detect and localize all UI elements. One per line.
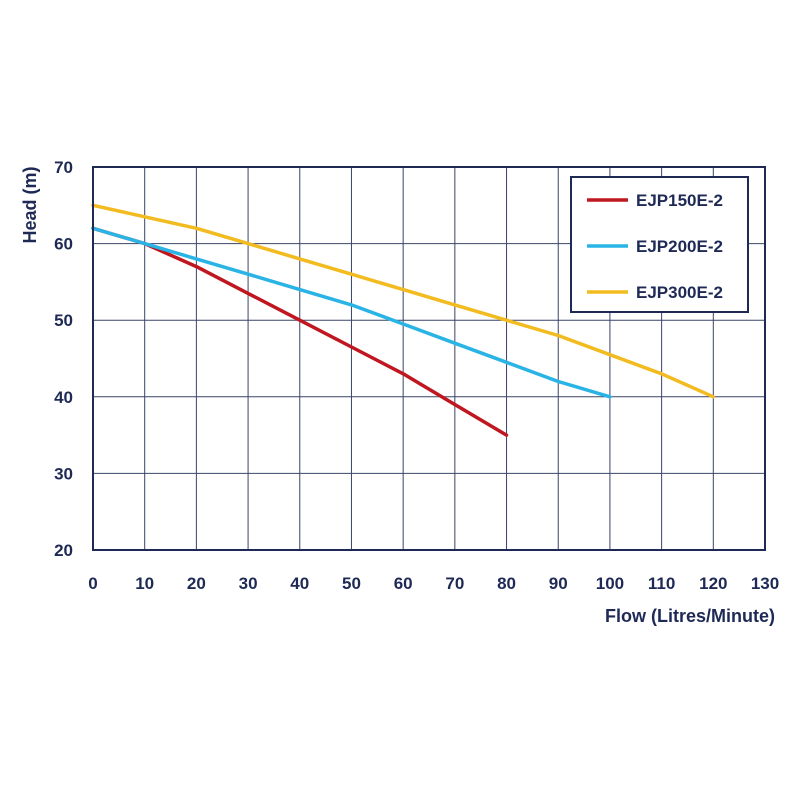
y-tick-label: 50	[54, 311, 73, 330]
series-line-ejp150e-2	[91, 226, 509, 437]
legend-label-ejp150e-2: EJP150E-2	[636, 191, 723, 210]
plot-frame	[92, 166, 766, 551]
y-axis-ticks: 20 30 40 50 60 70	[54, 158, 73, 560]
x-tick-label: 110	[648, 574, 675, 593]
x-tick-label: 80	[497, 574, 516, 593]
x-tick-label: 70	[445, 574, 464, 593]
x-tick-label: 40	[290, 574, 309, 593]
x-tick-label: 60	[394, 574, 413, 593]
y-tick-label: 30	[54, 464, 73, 483]
series-line-ejp200e-2	[91, 226, 612, 399]
y-tick-label: 20	[54, 541, 73, 560]
y-tick-label: 40	[54, 388, 73, 407]
x-axis-ticks: 0 10 20 30 40 50 60 70 80 90 100 110 120 130	[88, 574, 779, 593]
x-tick-label: 20	[187, 574, 206, 593]
series-lines	[91, 203, 716, 437]
x-tick-label: 10	[135, 574, 154, 593]
legend-label-ejp300e-2: EJP300E-2	[636, 283, 723, 302]
x-tick-label: 50	[342, 574, 361, 593]
y-tick-label: 60	[54, 235, 73, 254]
legend: EJP150E-2 EJP200E-2 EJP300E-2	[570, 176, 749, 313]
x-axis-label: Flow (Litres/Minute)	[605, 606, 775, 626]
x-tick-label: 0	[88, 574, 97, 593]
x-tick-label: 30	[239, 574, 258, 593]
legend-label-ejp200e-2: EJP200E-2	[636, 237, 723, 256]
y-tick-label: 70	[54, 158, 73, 177]
x-tick-label: 90	[549, 574, 568, 593]
series-line-ejp300e-2	[91, 203, 716, 399]
x-tick-label: 120	[699, 574, 727, 593]
x-tick-label: 100	[596, 574, 624, 593]
y-axis-label: Head (m)	[20, 166, 40, 243]
x-tick-label: 130	[751, 574, 779, 593]
